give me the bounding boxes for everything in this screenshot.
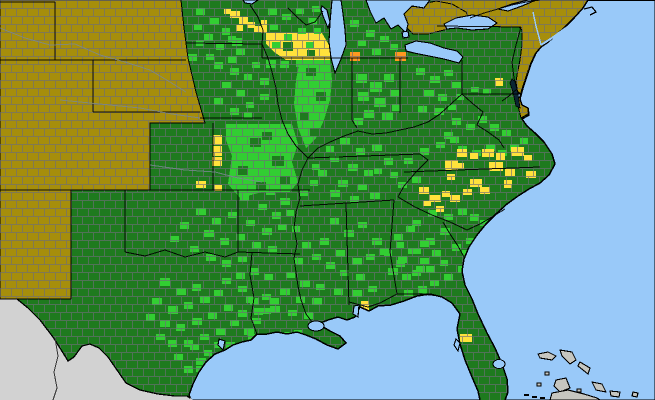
map-svg [0,0,655,400]
us-county-map [0,0,655,400]
